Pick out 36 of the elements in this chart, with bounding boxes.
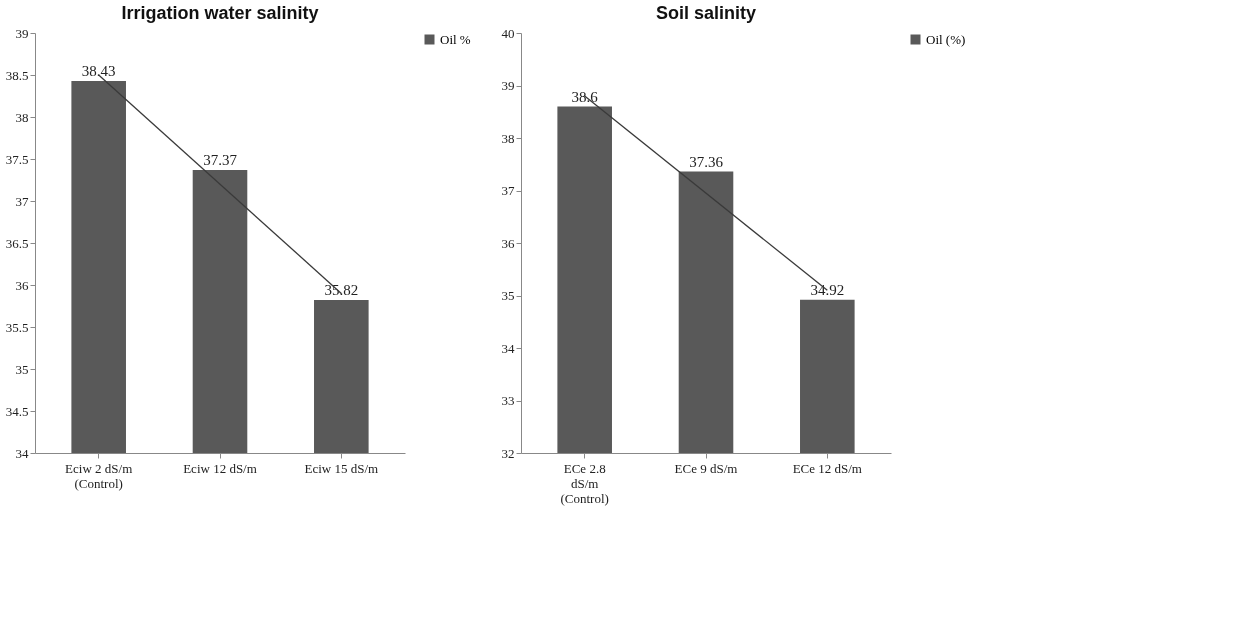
y-tick-label: 38 [501,130,515,146]
data-label: 38.43 [81,62,116,79]
data-label: 37.37 [203,151,238,168]
y-tick-label: 34 [15,445,29,461]
y-tick-label: 36 [501,235,515,251]
y-tick-label: 33 [501,393,515,408]
y-tick-label: 40 [501,25,515,41]
y-tick-label: 35.5 [5,319,29,335]
y-tick-label: 39 [15,25,29,41]
chart-title: Soil salinity [655,3,757,23]
y-tick-label: 38 [15,109,29,125]
x-tick-label: Eciw 2 dS/m (Control) [65,460,133,491]
data-label: 37.36 [689,153,724,170]
data-label: 34.92 [810,281,845,298]
y-tick-label: 35 [15,361,29,377]
data-label: 35.82 [324,282,359,299]
y-tick-label: 37.5 [5,151,29,167]
y-tick-label: 39 [501,78,515,93]
y-tick-label: 35 [501,288,515,303]
y-tick-label: 34 [501,340,515,356]
x-tick-label: ECe 12 dS/m [792,460,862,476]
x-tick-label: ECe 2.8 dS/m (Control) [560,460,609,506]
legend-label: Oil (%) [926,31,966,47]
y-tick-label: 38.5 [5,67,29,83]
y-tick-label: 32 [501,445,515,461]
y-tick-label: 36.5 [5,235,29,251]
x-tick-label: Eciw 15 dS/m [304,460,379,476]
legend-label: Oil % [440,31,471,47]
chart-title: Irrigation water salinity [121,3,319,23]
y-tick-label: 36 [15,277,29,293]
y-tick-label: 37 [501,183,515,198]
x-tick-label: Eciw 12 dS/m [183,460,257,476]
x-tick-label: ECe 9 dS/m [674,460,738,476]
data-label: 38.6 [571,88,599,105]
y-tick-label: 34.5 [5,403,29,419]
y-tick-label: 37 [15,193,29,209]
